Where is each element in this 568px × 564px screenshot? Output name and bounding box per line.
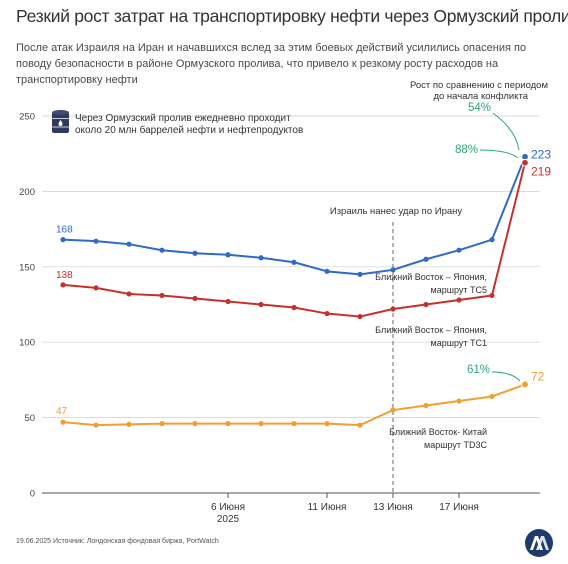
end-value-label: 72 [531, 369, 545, 383]
data-point [126, 241, 132, 247]
data-point [456, 398, 462, 404]
change-percent-label: 88% [455, 144, 478, 156]
data-point [489, 237, 495, 243]
data-point [93, 238, 99, 244]
x-tick-label: 6 Июня [211, 502, 245, 513]
series-line [62, 383, 526, 427]
data-point [423, 256, 429, 262]
footer-source: 19.06.2025 Источник: Лондонская фондовая… [16, 538, 219, 545]
data-point [390, 407, 396, 413]
data-point [357, 422, 363, 428]
change-note-line-2: до начала конфликта [433, 91, 528, 102]
series-label: маршрут TD3C [424, 440, 487, 450]
chart-title: Резкий рост затрат на транспортировку не… [16, 6, 568, 26]
data-point [192, 295, 198, 302]
data-point [192, 421, 198, 427]
data-point [192, 250, 198, 256]
event-line-label: Израиль нанес удар по Ирану [330, 206, 463, 217]
data-point [258, 301, 264, 308]
data-point [456, 297, 462, 303]
data-point [489, 292, 495, 299]
change-percent-label: 54% [468, 102, 491, 114]
y-tick-label: 200 [19, 187, 35, 198]
end-value-label: 223 [531, 148, 551, 162]
x-tick-label: 11 Июня [308, 502, 347, 513]
data-point [258, 255, 264, 261]
data-point [159, 292, 165, 299]
chart-subtitle: После атак Израиля на Иран и начавшихся … [16, 42, 527, 86]
data-point [60, 419, 66, 425]
data-point [225, 421, 231, 427]
x-tick-sublabel: 2025 [217, 514, 240, 525]
data-point [324, 421, 330, 427]
x-tick-label: 17 Июня [439, 502, 479, 513]
series-label: Ближний Восток- Китай [389, 427, 487, 437]
data-point [60, 237, 66, 243]
change-percent-label: 61% [467, 364, 490, 376]
data-point [324, 310, 330, 317]
data-point [126, 291, 132, 297]
data-point [225, 298, 231, 305]
start-value-label: 47 [56, 406, 68, 417]
data-point [521, 380, 529, 389]
data-point [258, 421, 264, 427]
series-label: Ближний Восток – Япония, [375, 325, 487, 335]
y-tick-label: 100 [19, 338, 35, 349]
y-tick-label: 250 [19, 112, 35, 123]
data-point [225, 252, 231, 258]
end-value-label: 219 [531, 165, 551, 179]
data-point [390, 306, 396, 312]
data-point [489, 393, 495, 400]
y-tick-label: 50 [24, 413, 35, 424]
x-tick-label: 13 Июня [373, 502, 413, 513]
series-label: Ближний Восток – Япония, [375, 272, 487, 282]
data-point [93, 422, 99, 428]
info-note-line-2: около 20 млн баррелей нефти и нефтепроду… [75, 124, 303, 136]
change-note-line-1: Рост по сравнению с периодом [410, 80, 548, 91]
change-leader-line [479, 149, 519, 159]
data-point [423, 402, 429, 409]
data-point [423, 301, 429, 308]
series-label: маршрут TC1 [431, 338, 487, 348]
data-point [291, 421, 297, 427]
data-point [60, 282, 66, 288]
data-point [357, 313, 363, 320]
info-note-line-1: Через Ормузский пролив ежедневно проходи… [75, 113, 291, 124]
data-point [159, 421, 165, 427]
start-value-label: 138 [56, 270, 73, 281]
change-leader-line [492, 112, 520, 151]
aa-logo [525, 529, 553, 557]
change-leader-line [491, 371, 521, 382]
data-point [357, 271, 363, 277]
data-point [521, 158, 529, 167]
data-point [159, 247, 165, 253]
y-tick-label: 150 [19, 262, 35, 273]
y-tick-label: 0 [30, 489, 35, 500]
oil-barrel-icon [52, 110, 69, 133]
data-point [390, 267, 396, 273]
data-point [126, 421, 132, 427]
data-point [291, 259, 297, 265]
data-point [291, 304, 297, 311]
start-value-label: 168 [56, 225, 73, 236]
data-point [456, 247, 462, 253]
series-label: маршрут TC5 [431, 285, 487, 295]
data-point [324, 268, 330, 274]
data-point [93, 285, 99, 291]
